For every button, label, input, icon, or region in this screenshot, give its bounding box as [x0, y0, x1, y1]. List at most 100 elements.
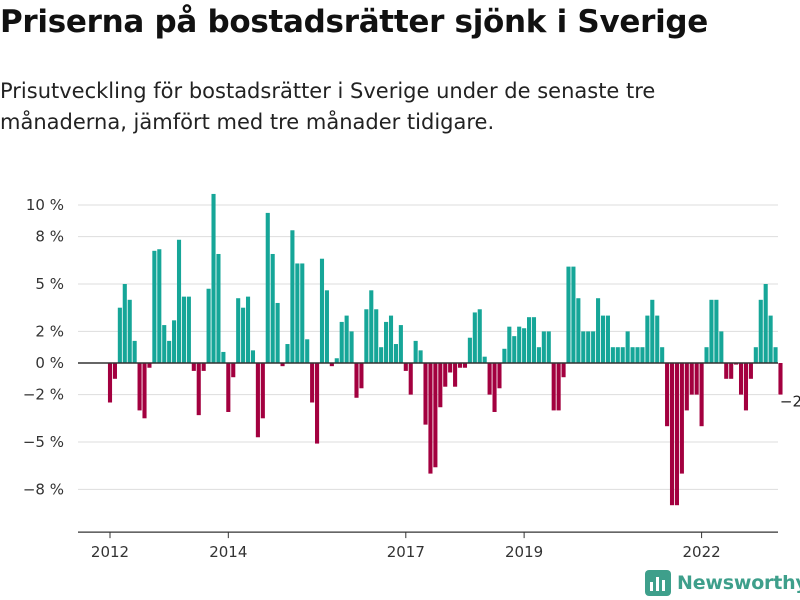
bar	[295, 263, 300, 363]
bar	[216, 253, 221, 363]
bar	[453, 363, 458, 387]
bar	[152, 250, 157, 363]
bar	[221, 351, 226, 363]
bar	[191, 363, 196, 371]
bar	[211, 193, 216, 363]
bar	[112, 363, 117, 379]
bar	[226, 363, 231, 412]
bar	[245, 296, 251, 363]
bar	[719, 331, 724, 363]
bar	[147, 363, 152, 368]
bar	[684, 363, 689, 411]
bar	[319, 258, 325, 363]
bar	[457, 363, 463, 368]
bar	[354, 363, 359, 398]
bar	[768, 315, 773, 363]
bar	[236, 298, 241, 363]
x-tick-label: 2017	[387, 543, 425, 560]
bar	[482, 356, 487, 363]
x-tick-label: 2022	[683, 543, 721, 560]
bar	[408, 363, 413, 395]
bar	[393, 344, 398, 363]
chart-title: Priserna på bostadsrätter sjönk i Sverig…	[0, 4, 709, 40]
bar	[763, 284, 768, 363]
bar	[300, 263, 305, 363]
bar	[448, 363, 453, 373]
bar	[462, 363, 468, 368]
bar	[423, 363, 428, 425]
bar	[596, 298, 601, 363]
bar	[280, 363, 285, 367]
bar	[196, 363, 201, 416]
chart-subtitle: Prisutveckling för bostadsrätter i Sveri…	[0, 79, 656, 134]
bar	[369, 290, 374, 363]
bar	[270, 253, 275, 363]
bar	[512, 336, 517, 363]
bar	[615, 347, 620, 363]
bar	[531, 317, 537, 363]
y-tick-label: 2 %	[35, 322, 64, 340]
bar	[472, 312, 477, 363]
bar	[517, 326, 522, 363]
bar	[669, 363, 675, 506]
bar	[433, 363, 438, 468]
bar	[689, 363, 694, 395]
bar	[329, 363, 334, 367]
newsworthy-logo-icon	[645, 570, 671, 596]
x-tick-label: 2019	[505, 543, 543, 560]
bar	[655, 315, 660, 363]
bar	[586, 331, 591, 363]
bar	[428, 363, 433, 474]
grid-lines	[78, 204, 778, 490]
bar	[285, 344, 290, 363]
bar	[546, 331, 551, 363]
bar	[714, 299, 719, 363]
bar	[384, 321, 389, 363]
bar	[556, 363, 561, 411]
bar	[260, 363, 265, 419]
bar	[610, 347, 615, 363]
bar	[172, 320, 177, 363]
bar	[487, 363, 492, 395]
bar	[778, 363, 783, 395]
bar	[443, 363, 448, 387]
bar	[167, 340, 172, 363]
bar	[591, 331, 596, 363]
bar	[241, 307, 246, 363]
x-axis-ticks: 201220142017201920222024	[91, 532, 721, 560]
bar	[334, 358, 339, 363]
bar	[748, 363, 753, 379]
bar	[492, 363, 497, 412]
bar	[773, 347, 778, 363]
bar	[467, 337, 472, 363]
bar	[206, 288, 211, 363]
bar-chart: −8 % −5 % −2 % 0 % 2 % 5 % 8 % 10 % 2012 2014 201…	[23, 193, 800, 560]
bar	[359, 363, 364, 389]
bar	[127, 299, 132, 363]
bar	[107, 363, 113, 403]
bar	[315, 363, 320, 444]
bar	[438, 363, 443, 408]
bar	[600, 315, 606, 363]
bar	[117, 307, 122, 363]
bar	[379, 347, 384, 363]
bar	[339, 321, 344, 363]
bar	[576, 298, 581, 363]
bar	[645, 315, 650, 363]
bar	[605, 315, 610, 363]
bar	[344, 315, 349, 363]
bar	[364, 309, 369, 363]
bar	[137, 363, 142, 411]
bar	[522, 328, 527, 363]
bar	[541, 331, 546, 363]
bar	[142, 363, 147, 419]
bar	[738, 363, 744, 395]
bar	[265, 212, 270, 363]
bar	[324, 290, 329, 363]
bar	[650, 299, 655, 363]
y-axis-ticks: −8 % −5 % −2 % 0 % 2 % 5 % 8 % 10 %	[23, 196, 64, 498]
bar	[709, 299, 714, 363]
bar	[255, 363, 260, 438]
bar	[176, 239, 182, 363]
last-value-label: −2 %	[780, 393, 800, 411]
